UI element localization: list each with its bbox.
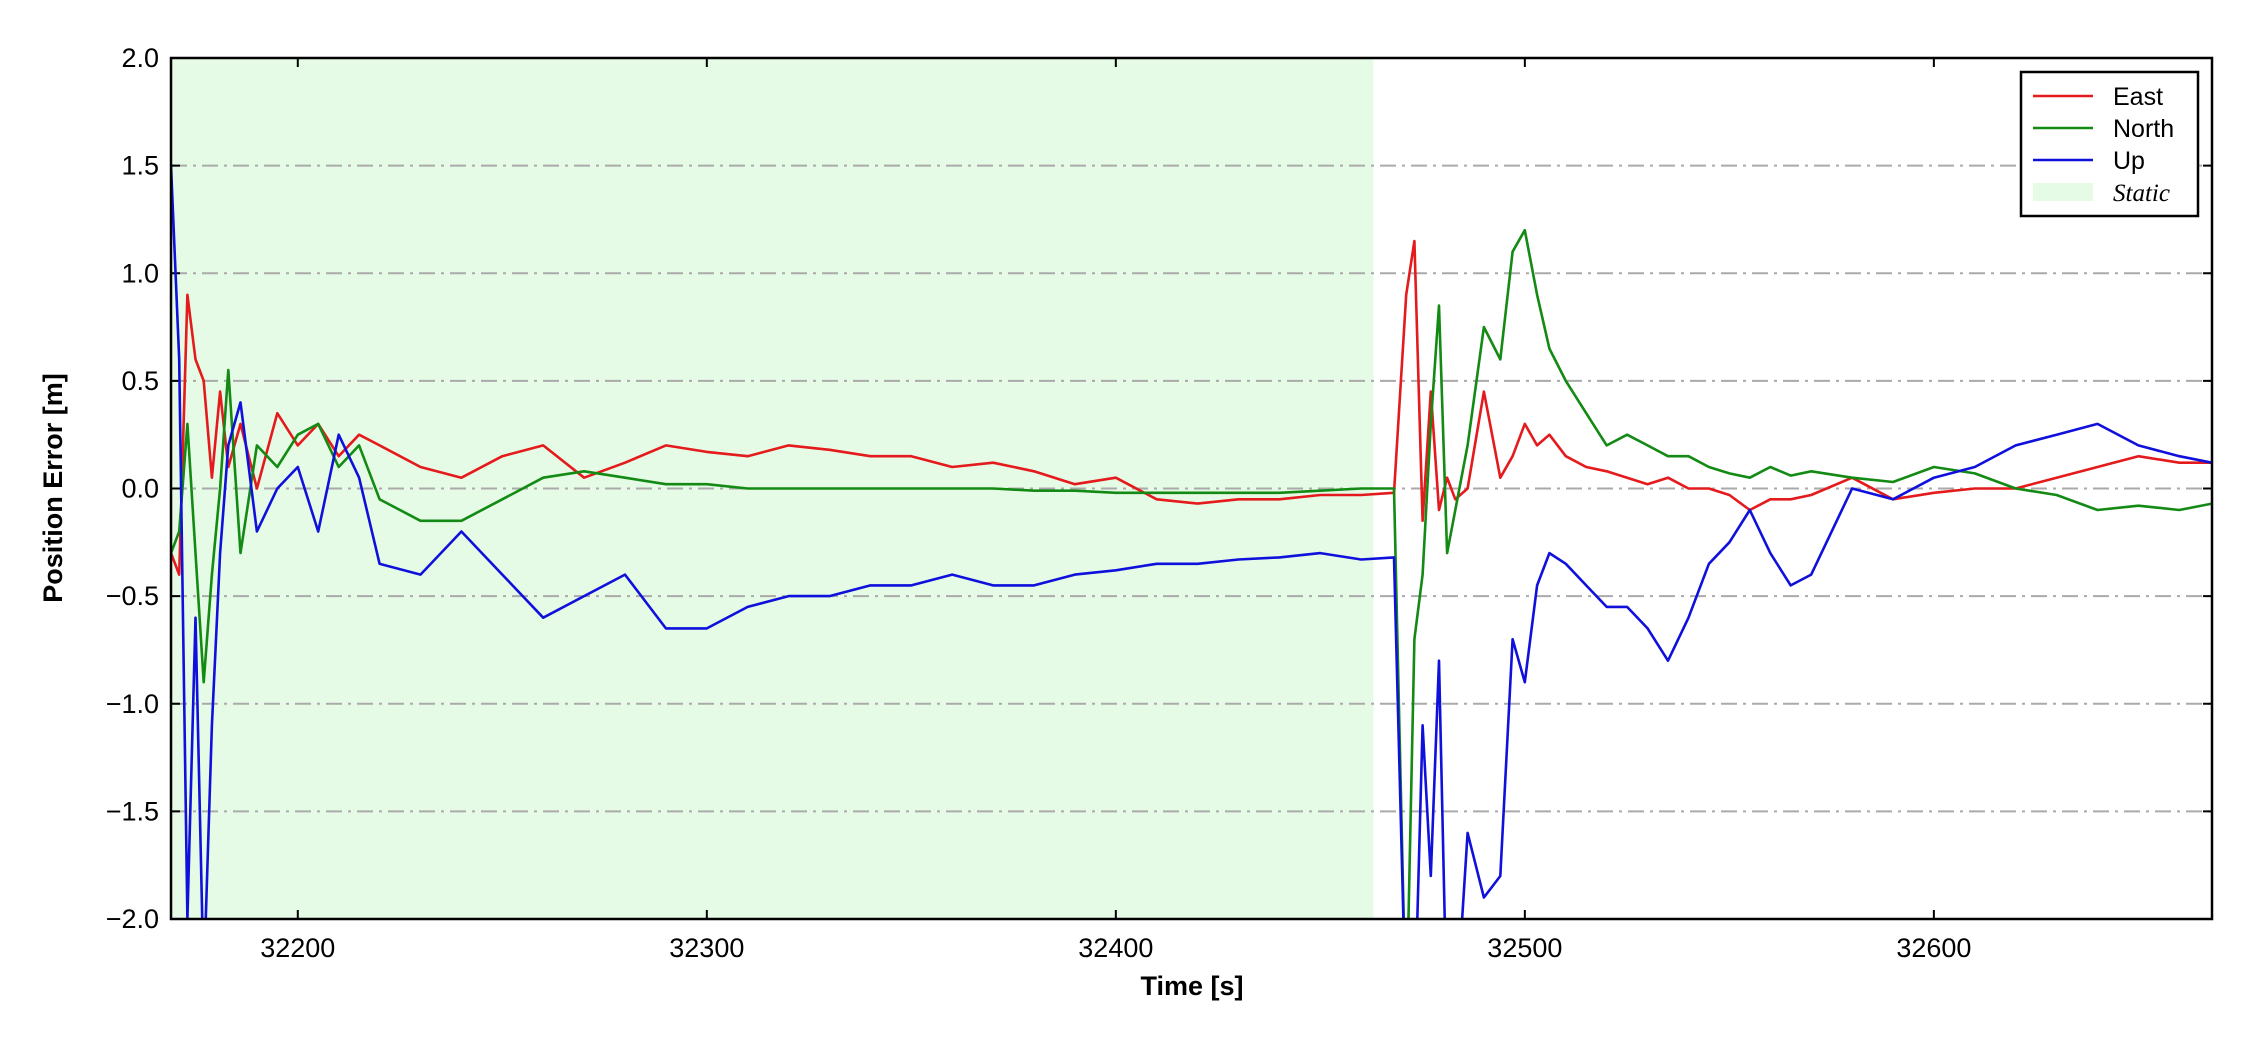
y-tick-label: 0.5 [121, 366, 159, 396]
y-tick-label: −0.5 [106, 581, 159, 611]
y-tick-label: 1.5 [121, 151, 159, 181]
y-tick-label: −2.0 [106, 904, 159, 934]
legend-label: North [2113, 115, 2174, 143]
x-tick-label: 32500 [1487, 933, 1562, 963]
plot-area [171, 165, 2212, 919]
y-tick-label: −1.5 [106, 796, 159, 826]
x-tick-label: 32600 [1896, 933, 1971, 963]
y-tick-label: 1.0 [121, 258, 159, 288]
x-axis-label: Time [s] [1140, 971, 1243, 1001]
y-tick-label: −1.0 [106, 689, 159, 719]
x-tick-label: 32300 [669, 933, 744, 963]
legend-swatch [2033, 183, 2093, 201]
legend-label: Up [2113, 147, 2145, 175]
series-line [171, 165, 2212, 919]
x-tick-label: 32400 [1078, 933, 1153, 963]
legend-label: East [2113, 83, 2163, 111]
y-axis-label: Position Error [m] [38, 373, 68, 603]
plot-frame [169, 56, 2214, 921]
y-tick-label: 2.0 [121, 43, 159, 73]
legend-label: Static [2113, 180, 2170, 207]
y-tick-label: 0.0 [121, 474, 159, 504]
x-tick-label: 32200 [260, 933, 335, 963]
series-line [171, 228, 2212, 919]
